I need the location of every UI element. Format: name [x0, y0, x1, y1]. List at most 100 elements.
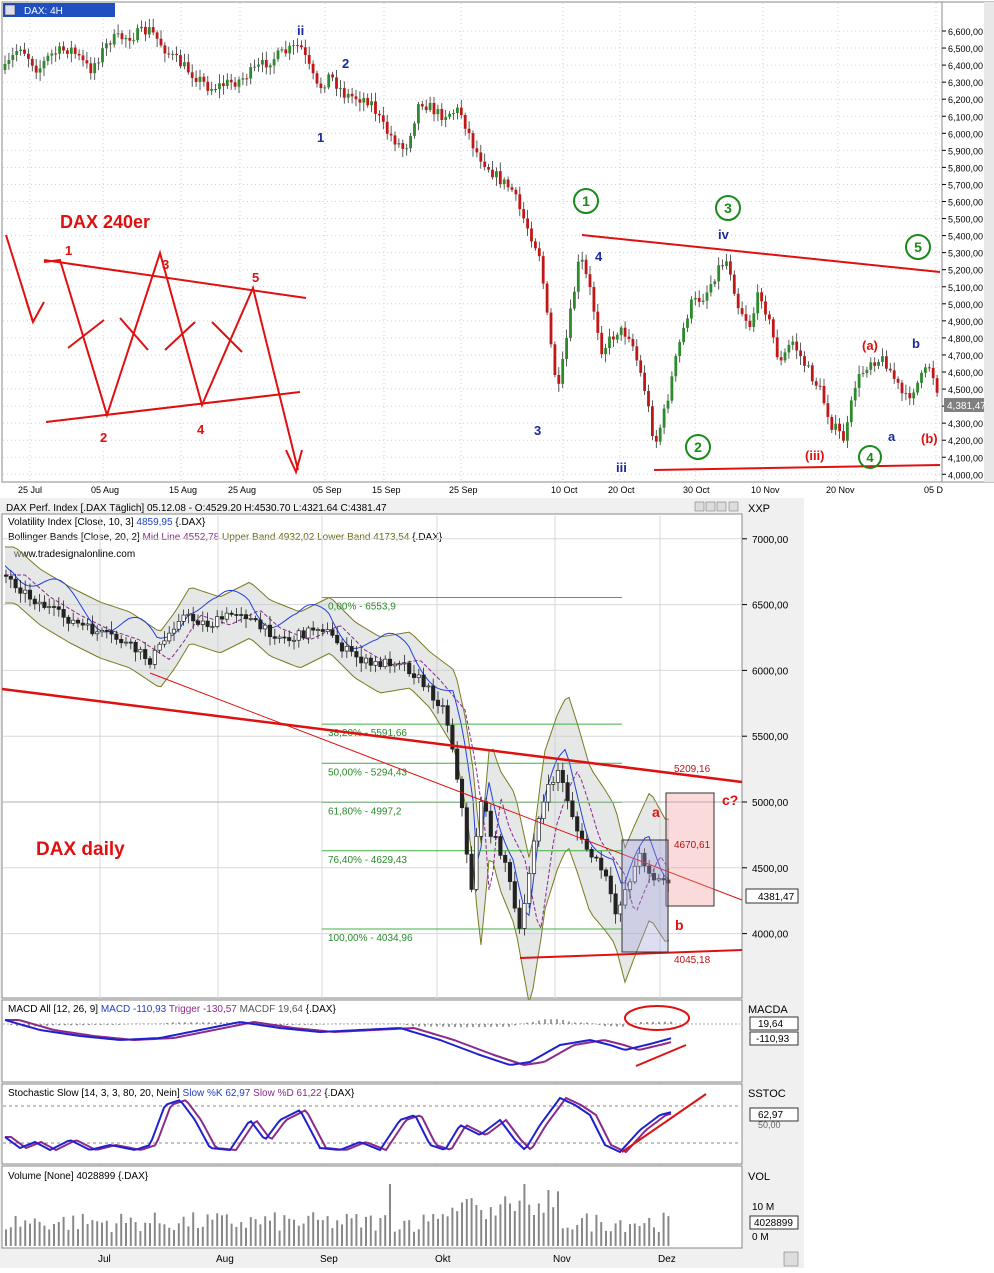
top-candle-body	[647, 390, 650, 407]
daily-candle-body	[493, 836, 498, 838]
wave-label-b-paren: (b)	[921, 431, 938, 446]
daily-candle-body	[277, 636, 282, 639]
annot-price-3: 4045,18	[674, 955, 711, 966]
top-candle-body	[7, 60, 11, 65]
volume-header: Volume [None] 4028899 {.DAX}	[8, 1171, 149, 1182]
top-candle-body	[46, 55, 50, 61]
window-titlebar	[3, 3, 115, 17]
top-candle-body	[268, 65, 272, 68]
daily-candle-body	[311, 627, 316, 631]
month-label: Nov	[553, 1254, 571, 1265]
top-candle-body	[881, 356, 884, 362]
fib-label: 100,00% - 4034,96	[328, 933, 413, 944]
daily-candle-body	[147, 658, 153, 665]
top-candle-body	[518, 194, 522, 210]
daily-candle-body	[565, 782, 570, 802]
top-candle-body	[69, 47, 73, 54]
top-upper-trendline	[581, 234, 941, 273]
daily-axis-title: XXP	[748, 503, 770, 515]
top-y-label: 5,000,00	[948, 300, 983, 310]
top-candle-body	[456, 107, 459, 113]
top-x-label: 05 D	[924, 485, 944, 495]
wave-label-3: 3	[534, 423, 541, 438]
top-candle-body	[654, 435, 658, 442]
daily-candle-body	[219, 616, 225, 620]
top-candle-body	[389, 133, 393, 136]
top-x-label: 10 Oct	[551, 485, 578, 495]
top-candle-body	[19, 49, 22, 52]
daily-candle-body	[575, 816, 580, 832]
top-candle-body	[183, 62, 186, 67]
top-candle-body	[331, 74, 334, 78]
top-candle-body	[179, 55, 182, 67]
top-candle-body	[144, 26, 147, 35]
daily-candle-body	[291, 639, 297, 642]
daily-candle-body	[608, 875, 613, 895]
daily-bottom-trendline	[519, 949, 743, 959]
top-y-label: 4,300,00	[948, 419, 983, 429]
volume-panel: Volume [None] 4028899 {.DAX} VOL 10 M 0 …	[1, 1165, 799, 1267]
panel-btn-down[interactable]	[705, 501, 716, 512]
top-x-label: 05 Sep	[313, 485, 342, 495]
top-candle-body	[385, 121, 389, 134]
wave-label-iv: iv	[718, 227, 730, 242]
diagram-label-1: 1	[65, 243, 72, 258]
daily-candle-body	[474, 835, 479, 890]
diagram-label-3: 3	[162, 257, 169, 272]
top-candle-body	[198, 76, 202, 82]
panel-btn-max[interactable]	[716, 501, 727, 512]
daily-candle-body	[579, 830, 585, 840]
scroll-button[interactable]	[783, 1251, 799, 1267]
window-icon[interactable]	[4, 4, 16, 16]
daily-candle-body	[354, 651, 359, 658]
daily-candle-body	[181, 614, 186, 622]
macd-value1: 19,64	[758, 1019, 783, 1030]
top-candle-body	[729, 261, 732, 275]
top-candle-body	[303, 47, 307, 56]
top-candle-body	[510, 187, 514, 190]
daily-candle-body	[632, 865, 637, 883]
top-candle-body	[725, 261, 728, 267]
top-last-price: 4,381,47	[947, 401, 986, 412]
top-candle-body	[327, 74, 331, 88]
top-candle-body	[257, 64, 260, 67]
daily-candle-body	[18, 587, 23, 594]
top-candle-body	[779, 357, 783, 361]
daily-candle-body	[95, 631, 100, 635]
daily-candle-body	[555, 770, 561, 783]
top-candle-body	[214, 89, 217, 91]
top-candle-body	[502, 179, 506, 185]
daily-candle-body	[13, 578, 18, 589]
top-candle-body	[448, 113, 451, 117]
watermark: www.tradesignalonline.com	[13, 549, 135, 560]
panel-btn-close[interactable]	[728, 501, 739, 512]
top-candle-body	[233, 82, 237, 87]
daily-candle-body	[37, 601, 42, 605]
range-box	[621, 839, 669, 953]
circle-label-3: 3	[715, 195, 741, 221]
top-candle-body	[553, 344, 557, 375]
volume-axis-title: VOL	[748, 1171, 770, 1183]
macd-value1-box	[749, 1016, 799, 1031]
daily-candle-body	[623, 889, 628, 906]
top-x-label: 30 Oct	[683, 485, 710, 495]
top-candle-body	[440, 108, 444, 121]
top-candle-body	[791, 341, 795, 345]
panel-btn-up[interactable]	[694, 501, 705, 512]
top-candle-body	[822, 385, 826, 404]
macd-axis-title: MACDA	[748, 1004, 788, 1016]
top-candle-body	[93, 63, 97, 74]
daily-overlay-label: DAX daily	[36, 839, 125, 860]
top-candle-body	[838, 423, 841, 432]
daily-last-price-box	[745, 888, 799, 904]
month-label: Okt	[435, 1254, 451, 1265]
month-label: Dez	[658, 1254, 676, 1265]
daily-candle-body	[133, 641, 138, 653]
top-candle-body	[834, 423, 838, 430]
top-candle-body	[666, 400, 670, 409]
daily-candle-body	[546, 783, 551, 803]
daily-candle-body	[186, 613, 191, 616]
top-candle-body	[530, 228, 533, 242]
top-candle-body	[483, 161, 487, 168]
top-candle-body	[479, 152, 483, 162]
